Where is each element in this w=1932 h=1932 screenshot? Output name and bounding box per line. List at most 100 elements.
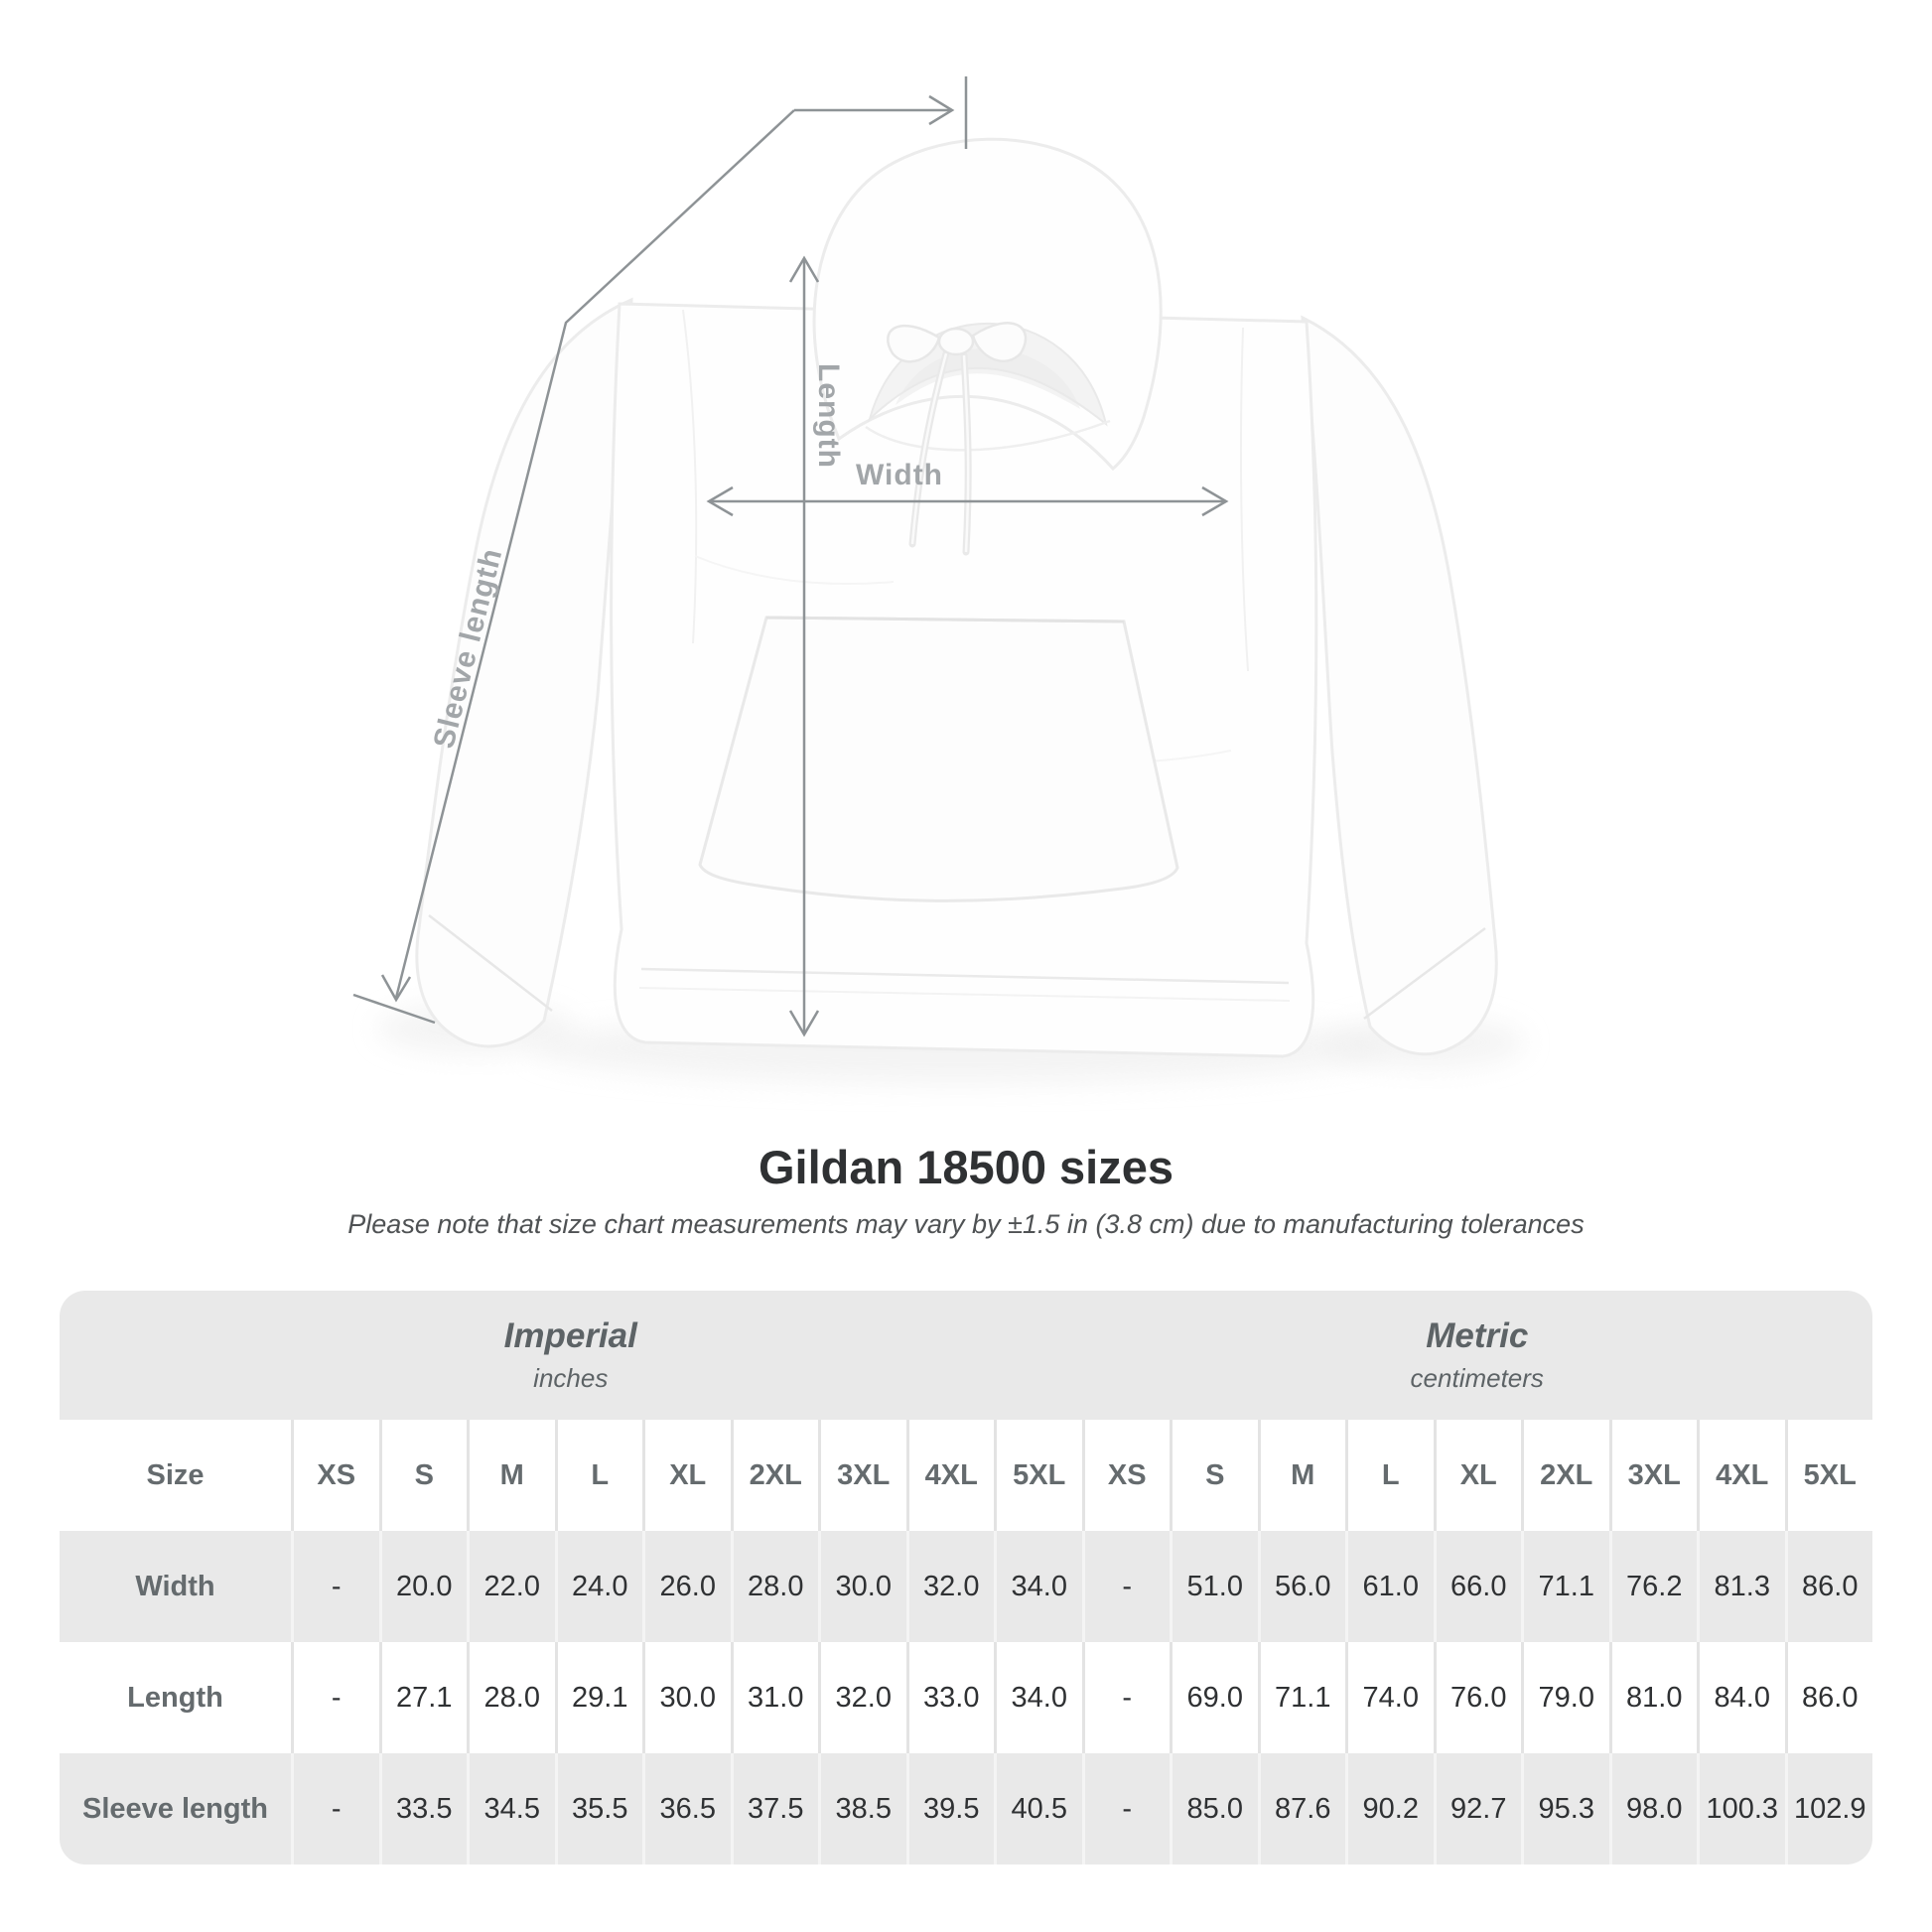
- table-cell: 95.3: [1521, 1753, 1609, 1864]
- size-header: S: [378, 1420, 467, 1531]
- table-cell: -: [291, 1753, 379, 1864]
- hoodie-pocket: [698, 616, 1179, 902]
- table-cell: 74.0: [1345, 1642, 1434, 1753]
- table-cell: 61.0: [1345, 1531, 1434, 1642]
- table-cell: 28.0: [467, 1642, 555, 1753]
- size-header: S: [1170, 1420, 1258, 1531]
- table-cell: 34.0: [994, 1642, 1082, 1753]
- row-label-sleeve-length: Sleeve length: [60, 1753, 291, 1864]
- table-cell: -: [291, 1531, 379, 1642]
- table-cell: 34.0: [994, 1531, 1082, 1642]
- size-header: XS: [1081, 1420, 1170, 1531]
- table-cell: 98.0: [1608, 1753, 1697, 1864]
- table-cell: -: [1081, 1642, 1170, 1753]
- size-header: XL: [642, 1420, 731, 1531]
- hoodie-photo: Length Width Sleeve length: [352, 76, 1525, 1084]
- table-cell: 69.0: [1170, 1642, 1258, 1753]
- table-cell: 81.3: [1697, 1531, 1785, 1642]
- table-cell: 51.0: [1170, 1531, 1258, 1642]
- size-header: 3XL: [1608, 1420, 1697, 1531]
- hoodie-drawstrings: [887, 322, 1028, 556]
- table-cell: 76.0: [1433, 1642, 1521, 1753]
- tolerance-note: Please note that size chart measurements…: [347, 1209, 1585, 1239]
- size-header: XS: [291, 1420, 379, 1531]
- metric-label: Metric: [1426, 1316, 1529, 1356]
- size-header: 2XL: [730, 1420, 818, 1531]
- hoodie-sleeves: [415, 297, 1498, 1056]
- size-header: M: [467, 1420, 555, 1531]
- size-column-header: Size: [60, 1420, 291, 1531]
- table-cell: 37.5: [730, 1753, 818, 1864]
- table-cell: -: [291, 1642, 379, 1753]
- table-cell: 102.9: [1784, 1753, 1872, 1864]
- hoodie-illustration: [352, 76, 1525, 1084]
- metric-group-header: Metric centimeters: [1081, 1291, 1872, 1420]
- table-cell: 81.0: [1608, 1642, 1697, 1753]
- table-cell: 33.0: [905, 1642, 994, 1753]
- table-cell: 85.0: [1170, 1753, 1258, 1864]
- table-cell: 71.1: [1521, 1531, 1609, 1642]
- size-header: 4XL: [1697, 1420, 1785, 1531]
- table-cell: 86.0: [1784, 1642, 1872, 1753]
- size-header: M: [1257, 1420, 1345, 1531]
- table-cell: 71.1: [1257, 1642, 1345, 1753]
- measurement-lines: [352, 76, 1229, 1037]
- length-arrow-up: [788, 255, 820, 283]
- width-arrow-right: [1201, 485, 1229, 517]
- sleeve-arrow-right: [928, 94, 955, 126]
- table-cell: 27.1: [378, 1642, 467, 1753]
- size-header: XL: [1433, 1420, 1521, 1531]
- table-cell: 31.0: [730, 1642, 818, 1753]
- size-header: 5XL: [1784, 1420, 1872, 1531]
- table-cell: 38.5: [818, 1753, 906, 1864]
- table-cell: 32.0: [905, 1531, 994, 1642]
- table-cell: -: [1081, 1531, 1170, 1642]
- table-cell: 76.2: [1608, 1531, 1697, 1642]
- table-cell: 79.0: [1521, 1642, 1609, 1753]
- size-header: L: [554, 1420, 642, 1531]
- table-cell: -: [1081, 1753, 1170, 1864]
- imperial-unit-label: inches: [533, 1362, 609, 1393]
- page-title: Gildan 18500 sizes: [758, 1141, 1174, 1193]
- table-cell: 66.0: [1433, 1531, 1521, 1642]
- imperial-group-header: Imperial inches: [60, 1291, 1082, 1420]
- length-arrow-down: [788, 1010, 820, 1037]
- table-cell: 40.5: [994, 1753, 1082, 1864]
- size-header: 4XL: [905, 1420, 994, 1531]
- table-cell: 86.0: [1784, 1531, 1872, 1642]
- size-header: L: [1345, 1420, 1434, 1531]
- table-cell: 90.2: [1345, 1753, 1434, 1864]
- table-cell: 30.0: [818, 1531, 906, 1642]
- table-cell: 24.0: [554, 1531, 642, 1642]
- size-table: Imperial inches Metric centimeters Size …: [60, 1291, 1872, 1864]
- size-header: 3XL: [818, 1420, 906, 1531]
- table-cell: 34.5: [467, 1753, 555, 1864]
- table-cell: 33.5: [378, 1753, 467, 1864]
- table-cell: 87.6: [1257, 1753, 1345, 1864]
- table-cell: 36.5: [642, 1753, 731, 1864]
- size-header: 5XL: [994, 1420, 1082, 1531]
- sleeve-cuff-tick: [352, 993, 436, 1025]
- row-label-length: Length: [60, 1642, 291, 1753]
- width-measure-label: Width: [855, 459, 944, 491]
- table-cell: 35.5: [554, 1753, 642, 1864]
- table-cell: 100.3: [1697, 1753, 1785, 1864]
- table-cell: 39.5: [905, 1753, 994, 1864]
- sleeve-line-diagonal: [394, 109, 795, 999]
- table-cell: 56.0: [1257, 1531, 1345, 1642]
- table-cell: 26.0: [642, 1531, 731, 1642]
- table-cell: 30.0: [642, 1642, 731, 1753]
- metric-unit-label: centimeters: [1410, 1362, 1544, 1393]
- table-cell: 20.0: [378, 1531, 467, 1642]
- table-cell: 29.1: [554, 1642, 642, 1753]
- row-label-width: Width: [60, 1531, 291, 1642]
- table-cell: 92.7: [1433, 1753, 1521, 1864]
- sleeve-arrow-down: [380, 974, 412, 1003]
- table-cell: 22.0: [467, 1531, 555, 1642]
- length-measure-label: Length: [812, 363, 845, 469]
- width-arrow-left: [706, 485, 734, 517]
- table-cell: 28.0: [730, 1531, 818, 1642]
- size-header: 2XL: [1521, 1420, 1609, 1531]
- imperial-label: Imperial: [503, 1316, 637, 1356]
